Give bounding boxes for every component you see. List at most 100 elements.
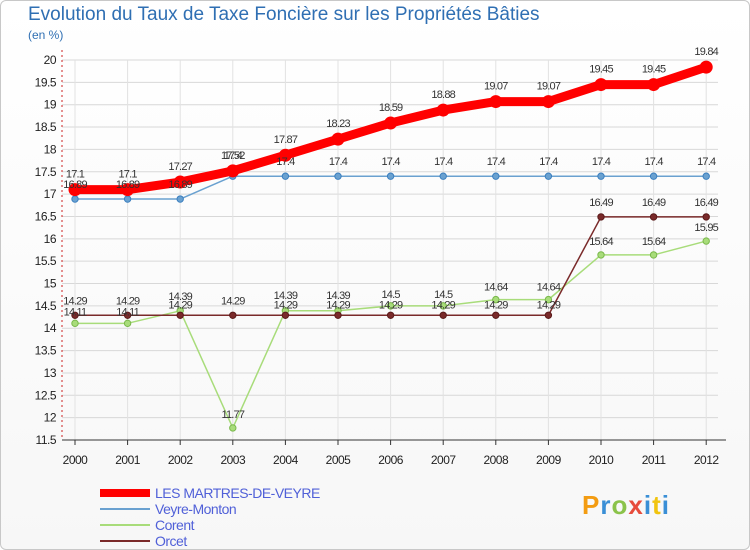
data-label: 17.87 <box>274 134 298 146</box>
data-point <box>123 311 132 319</box>
data-label: 17.4 <box>539 156 558 168</box>
legend-item-veyre-monton: Veyre-Monton <box>100 501 320 517</box>
y-tick-label: 13.5 <box>35 344 57 358</box>
data-point <box>278 148 292 162</box>
data-label: 14.29 <box>116 295 140 307</box>
x-tick-label: 2008 <box>483 453 509 467</box>
data-point <box>386 302 395 310</box>
data-label: 17.4 <box>434 156 453 168</box>
data-label: 16.49 <box>642 197 666 209</box>
legend-swatch <box>100 540 150 542</box>
legend-label: Veyre-Monton <box>155 501 237 517</box>
data-label: 14.29 <box>168 299 192 311</box>
data-label: 14.29 <box>274 299 298 311</box>
data-point <box>702 213 710 221</box>
x-tick-label: 2007 <box>431 453 457 467</box>
x-tick-label: 2009 <box>536 453 562 467</box>
data-label: 19.07 <box>484 81 508 93</box>
data-point <box>386 172 395 180</box>
data-point <box>647 78 661 92</box>
y-tick-label: 19 <box>44 98 57 112</box>
data-point <box>699 60 713 74</box>
data-point <box>176 195 184 203</box>
data-point <box>544 311 553 319</box>
data-label: 15.64 <box>642 236 666 248</box>
data-point <box>597 172 605 180</box>
data-point <box>173 175 187 189</box>
data-label: 17.52 <box>221 150 245 162</box>
data-label: 14.29 <box>484 299 508 311</box>
line-chart: 11.5 12 12.5 13 13.5 14 14.5 15 15.5 16 16.5 17 17.5… <box>35 46 726 467</box>
data-label: 11.77 <box>221 409 244 421</box>
data-label: 14.11 <box>116 306 139 318</box>
x-tick-label: 2005 <box>326 453 352 467</box>
logo-letter: o <box>611 490 629 520</box>
y-tick-label: 11.5 <box>36 433 57 447</box>
x-tick-label: 2001 <box>115 453 141 467</box>
data-label: 14.29 <box>431 299 455 311</box>
data-label: 14.29 <box>537 299 561 311</box>
data-point <box>281 172 290 180</box>
data-label: 14.29 <box>379 299 403 311</box>
data-point <box>492 311 500 319</box>
data-label: 16.89 <box>116 179 140 191</box>
data-label: 17.4 <box>592 156 611 168</box>
data-label: 16.49 <box>589 197 613 209</box>
axes: 11.5 12 12.5 13 13.5 14 14.5 15 15.5 16 16.5 17 17.5… <box>35 50 726 467</box>
data-label: 19.45 <box>589 64 613 76</box>
data-point <box>334 311 342 319</box>
data-point <box>439 302 447 310</box>
data-point <box>649 172 658 180</box>
data-point <box>281 311 290 319</box>
data-point <box>649 213 658 221</box>
data-point <box>334 172 342 180</box>
data-point <box>544 295 553 304</box>
data-point <box>123 195 132 203</box>
data-point <box>331 132 345 146</box>
data-label: 14.29 <box>221 295 245 307</box>
data-label: 14.29 <box>326 299 350 311</box>
data-point <box>436 103 450 117</box>
legend-label: LES MARTRES-DE-VEYRE <box>155 485 320 501</box>
data-point <box>439 311 447 319</box>
data-label: 17.27 <box>168 161 192 173</box>
data-label: 18.59 <box>379 102 403 114</box>
x-tick-label: 2000 <box>63 453 89 467</box>
logo-letter: r <box>600 490 612 520</box>
data-point <box>226 164 240 178</box>
data-point <box>489 95 503 109</box>
x-tick-label: 2006 <box>378 453 404 467</box>
data-point <box>384 116 398 130</box>
data-label: 16.89 <box>63 179 87 191</box>
x-tick-label: 2010 <box>589 453 615 467</box>
data-point <box>121 183 135 197</box>
data-label: 14.64 <box>537 282 561 294</box>
data-point <box>702 237 710 245</box>
data-label: 14.39 <box>168 291 192 303</box>
y-tick-label: 20 <box>44 53 57 67</box>
data-label: 17.4 <box>224 150 243 162</box>
data-point <box>594 78 608 92</box>
x-tick-label: 2003 <box>220 453 246 467</box>
data-label: 17.4 <box>381 156 400 168</box>
y-tick-label: 18 <box>44 142 57 156</box>
data-label: 17.1 <box>66 169 85 181</box>
data-label: 14.11 <box>64 306 87 318</box>
data-point <box>492 295 500 304</box>
logo-letter: x <box>628 490 644 520</box>
data-label: 14.39 <box>326 290 350 302</box>
data-point <box>492 172 500 180</box>
data-label: 18.88 <box>431 89 455 101</box>
logo-letter: t <box>652 490 662 520</box>
data-point <box>229 311 237 319</box>
data-label: 14.39 <box>274 290 298 302</box>
y-tick-label: 17.5 <box>35 165 57 179</box>
data-label: 17.4 <box>487 156 506 168</box>
legend-swatch <box>100 524 150 526</box>
data-label: 17.4 <box>329 156 348 168</box>
data-point <box>71 319 79 328</box>
legend-item-corent: Corent <box>100 517 320 533</box>
y-tick-label: 19.5 <box>35 75 57 89</box>
legend-item-les-martres-de-veyre: LES MARTRES-DE-VEYRE <box>100 485 320 501</box>
legend-label: Corent <box>155 517 195 533</box>
